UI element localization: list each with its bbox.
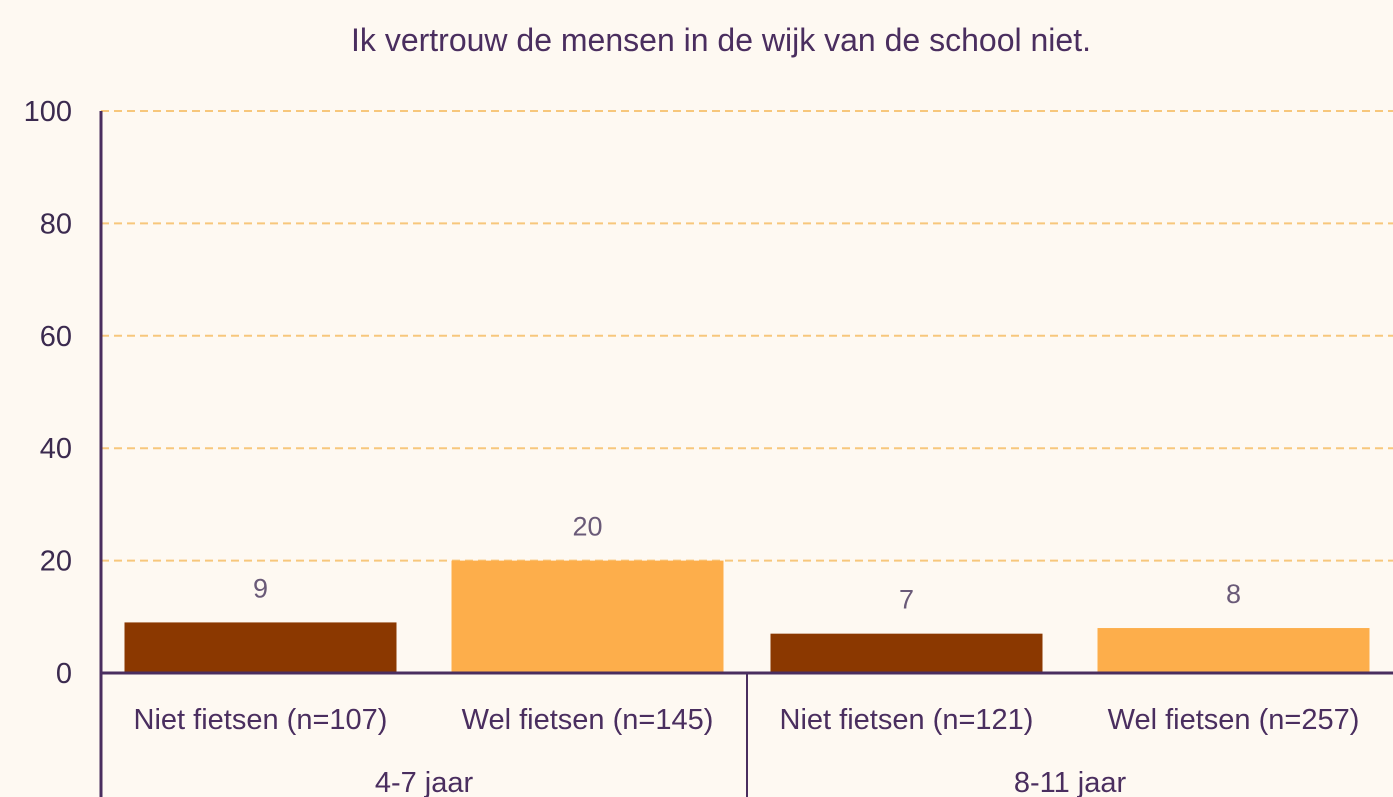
- category-label: Wel fietsen (n=145): [462, 704, 714, 736]
- group-label: 4-7 jaar: [375, 767, 474, 797]
- y-axis-ticks: 0 20 40 60 80 100: [24, 96, 72, 690]
- bar: [451, 560, 724, 673]
- y-tick-label: 0: [56, 658, 72, 690]
- chart-title: Ik vertrouw de mensen in de wijk van de …: [351, 22, 1091, 58]
- y-tick-label: 40: [40, 433, 72, 465]
- bar: [124, 622, 397, 673]
- x-axis-labels: Niet fietsen (n=107) Wel fietsen (n=145) 4…: [134, 704, 1360, 797]
- bar: [1097, 628, 1370, 673]
- value-label: 9: [253, 573, 268, 603]
- value-label: 7: [899, 585, 914, 615]
- value-label: 20: [572, 512, 602, 542]
- group-label: 8-11 jaar: [1014, 767, 1127, 797]
- bars: [124, 560, 1370, 673]
- bar: [770, 633, 1043, 673]
- axes: [99, 111, 1393, 797]
- y-tick-label: 100: [24, 96, 72, 128]
- grid-lines: [101, 110, 1393, 562]
- value-label: 8: [1226, 579, 1241, 609]
- y-tick-label: 20: [40, 546, 72, 578]
- y-tick-label: 80: [40, 208, 72, 240]
- value-labels: 9 20 7 8: [253, 512, 1241, 615]
- y-tick-label: 60: [40, 321, 72, 353]
- category-label: Wel fietsen (n=257): [1108, 704, 1360, 736]
- category-label: Niet fietsen (n=121): [780, 704, 1034, 736]
- category-label: Niet fietsen (n=107): [134, 704, 388, 736]
